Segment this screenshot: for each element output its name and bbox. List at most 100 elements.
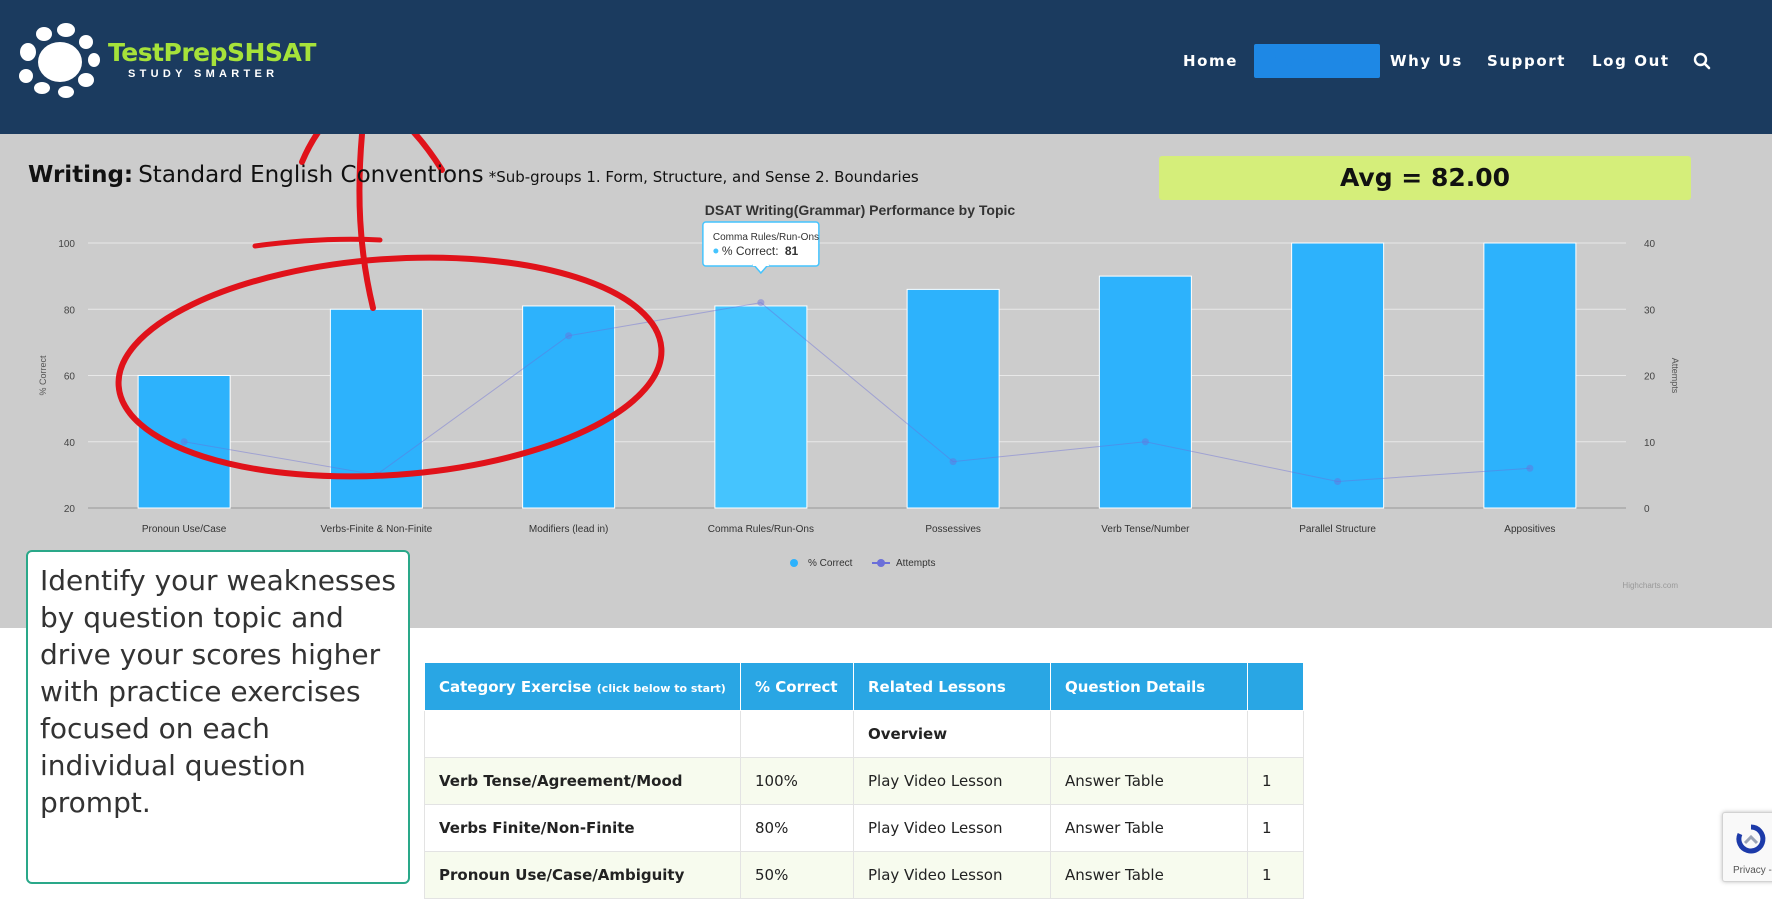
avg-badge: Avg = 82.00 — [1159, 156, 1691, 200]
cell-category-link[interactable]: Verb Tense/Agreement/Mood — [424, 757, 741, 805]
y-tick-label: 100 — [58, 239, 75, 250]
y-right-axis-title: Attempts — [1670, 358, 1680, 394]
tooltip-series-label: % Correct: — [722, 244, 779, 258]
cell-correct — [740, 710, 854, 758]
annotation-stroke — [252, 236, 383, 249]
attempts-point — [949, 458, 957, 466]
column-header-note: (click below to start) — [596, 681, 726, 695]
site-header: TestPrepSHSAT STUDY SMARTER Home Classro… — [0, 0, 1772, 134]
attempts-line — [184, 302, 1530, 483]
y-tick-label: 20 — [64, 504, 76, 515]
column-header-category: Category Exercise (click below to start) — [424, 662, 741, 711]
attempts-point — [1334, 478, 1342, 485]
cell-details — [1050, 710, 1248, 758]
table-row: Overview — [424, 710, 1304, 758]
bar — [906, 288, 1000, 509]
cell-count: 1 — [1247, 851, 1304, 899]
cell-lesson-link[interactable]: Play Video Lesson — [853, 804, 1051, 852]
y-tick-label: 80 — [64, 305, 76, 316]
tooltip-series-marker — [713, 248, 719, 254]
y-tick-label: 40 — [64, 438, 76, 449]
cell-correct: 100% — [740, 757, 854, 805]
y-right-tick-label: 10 — [1644, 438, 1656, 449]
y-right-tick-label: 40 — [1644, 239, 1656, 250]
writing-topic: Standard English Conventions — [138, 162, 484, 188]
bar — [1483, 242, 1577, 509]
tooltip-category: Comma Rules/Run-Ons — [713, 232, 819, 243]
writing-subgroups: *Sub-groups 1. Form, Structure, and Sens… — [488, 168, 919, 186]
cell-category-link[interactable]: Pronoun Use/Case/Ambiguity — [424, 851, 741, 899]
nav-why-us[interactable]: Why Us — [1390, 52, 1463, 70]
column-header-label: Category Exercise — [439, 677, 592, 696]
x-tick-label: Comma Rules/Run-Ons — [708, 524, 814, 535]
cell-details-link[interactable]: Answer Table — [1050, 804, 1248, 852]
cell-count: 1 — [1247, 757, 1304, 805]
performance-chart: DSAT Writing(Grammar) Performance by Top… — [38, 134, 1680, 590]
writing-title: Writing: Standard English Conventions *S… — [28, 162, 919, 188]
x-tick-label: Modifiers (lead in) — [529, 524, 608, 535]
legend-correct-marker — [790, 559, 798, 567]
legend-correct-label: % Correct — [808, 558, 853, 569]
recaptcha-badge[interactable]: Privacy - T — [1722, 812, 1772, 882]
tooltip-value: 81 — [785, 244, 799, 258]
cell-count — [1247, 710, 1304, 758]
search-icon[interactable] — [1693, 52, 1711, 70]
chart-credit: Highcharts.com — [1622, 581, 1678, 590]
chart-title: DSAT Writing(Grammar) Performance by Top… — [705, 202, 1016, 218]
table-header-row: Category Exercise (click below to start)… — [424, 662, 1304, 711]
bar — [1098, 275, 1192, 509]
table-row: Verb Tense/Agreement/Mood 100% Play Vide… — [424, 757, 1304, 805]
x-tick-label: Parallel Structure — [1299, 524, 1376, 535]
table-row: Verbs Finite/Non-Finite 80% Play Video L… — [424, 804, 1304, 852]
cell-category-link[interactable]: Verbs Finite/Non-Finite — [424, 804, 741, 852]
attempts-point — [180, 438, 188, 446]
x-tick-label: Appositives — [1504, 524, 1555, 535]
chart-section: DSAT Writing(Grammar) Performance by Top… — [0, 134, 1772, 628]
writing-label: Writing: — [28, 162, 134, 188]
attempts-point — [1141, 438, 1149, 446]
nav-classroom[interactable]: Classroom — [1254, 44, 1381, 78]
bar — [522, 305, 616, 509]
cell-lessons-overview[interactable]: Overview — [853, 710, 1051, 758]
nav-log-out[interactable]: Log Out — [1592, 52, 1670, 70]
annotation-arrow-head — [299, 134, 445, 173]
brand-name[interactable]: TestPrepSHSAT — [108, 38, 316, 67]
cell-correct: 50% — [740, 851, 854, 899]
y-right-tick-label: 0 — [1644, 504, 1650, 515]
cell-correct: 80% — [740, 804, 854, 852]
cell-count: 1 — [1247, 804, 1304, 852]
bar — [1291, 242, 1385, 509]
brand-tagline: STUDY SMARTER — [128, 68, 279, 80]
cell-details-link[interactable]: Answer Table — [1050, 757, 1248, 805]
annotation-circle — [115, 254, 665, 480]
y-right-tick-label: 30 — [1644, 305, 1656, 316]
cell-lesson-link[interactable]: Play Video Lesson — [853, 757, 1051, 805]
callout-box: Identify your weaknesses by question top… — [26, 550, 410, 884]
x-tick-label: Possessives — [925, 524, 981, 535]
y-tick-label: 60 — [64, 372, 76, 383]
x-tick-label: Pronoun Use/Case — [142, 524, 227, 535]
attempts-point — [565, 332, 573, 340]
recaptcha-privacy-link[interactable]: Privacy - T — [1733, 865, 1772, 876]
table-row: Pronoun Use/Case/Ambiguity 50% Play Vide… — [424, 851, 1304, 899]
legend-attempts-label: Attempts — [896, 558, 935, 569]
recaptcha-arrow-icon — [1736, 824, 1766, 854]
logo-icon[interactable] — [14, 22, 104, 98]
y-right-tick-label: 20 — [1644, 372, 1656, 383]
legend-attempts-marker — [877, 559, 885, 567]
bar — [137, 375, 231, 509]
column-header-correct: % Correct — [740, 662, 854, 711]
cell-details-link[interactable]: Answer Table — [1050, 851, 1248, 899]
annotation-arrow-shaft — [356, 134, 376, 311]
attempts-point — [1526, 464, 1534, 472]
bar — [714, 305, 808, 509]
cell-lesson-link[interactable]: Play Video Lesson — [853, 851, 1051, 899]
nav-support[interactable]: Support — [1487, 52, 1567, 70]
x-tick-label: Verb Tense/Number — [1101, 524, 1190, 535]
nav-home[interactable]: Home — [1183, 52, 1239, 70]
cell-category — [424, 710, 741, 758]
y-axis-title: % Correct — [38, 355, 48, 396]
tooltip-pointer — [752, 264, 770, 275]
column-header-details: Question Details — [1050, 662, 1248, 711]
tooltip-pointer-mask — [752, 262, 769, 266]
